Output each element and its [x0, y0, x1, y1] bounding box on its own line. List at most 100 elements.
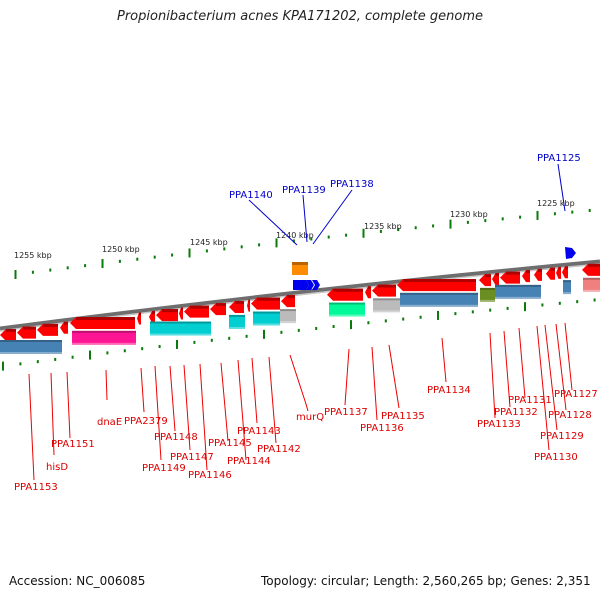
cog-box	[329, 302, 365, 317]
minor-tick	[558, 301, 561, 305]
major-tick	[275, 238, 278, 248]
major-tick	[89, 350, 91, 360]
map-title: Propionibacterium acnes KPA171202, compl…	[117, 9, 483, 24]
minor-tick	[454, 312, 457, 316]
gene-label-reverse[interactable]: PPA1147	[170, 452, 214, 463]
minor-tick	[292, 239, 295, 243]
gene-label-forward[interactable]: PPA1138	[330, 179, 374, 190]
cog-box	[229, 314, 245, 329]
gene-label-reverse[interactable]: PPA1134	[427, 385, 471, 396]
major-tick	[14, 269, 17, 279]
cog-box	[400, 292, 478, 307]
minor-tick	[489, 308, 492, 312]
minor-tick	[471, 310, 474, 314]
minor-tick	[432, 224, 435, 228]
gene-label-reverse[interactable]: PPA1128	[548, 410, 592, 421]
minor-tick	[118, 259, 121, 263]
major-tick	[449, 219, 452, 229]
gene-label-reverse[interactable]: PPA1131	[508, 395, 552, 406]
gene-label-reverse[interactable]: PPA1133	[477, 419, 521, 430]
major-tick	[437, 310, 439, 320]
gene-label-reverse[interactable]: PPA1153	[14, 482, 58, 493]
scale-label: 1240 kbp	[276, 231, 314, 240]
cog-orange	[292, 262, 308, 275]
minor-tick	[315, 326, 318, 330]
gene-label-reverse[interactable]: PPA1146	[188, 470, 232, 481]
reverse-genes	[0, 263, 600, 341]
minor-tick	[228, 336, 231, 340]
minor-tick	[193, 340, 196, 344]
gene-label-reverse[interactable]: PPA2379	[124, 416, 168, 427]
minor-tick	[258, 243, 261, 247]
gene-label-reverse[interactable]: PPA1151	[51, 439, 95, 450]
minor-tick	[54, 357, 57, 361]
minor-tick	[310, 237, 313, 241]
minor-tick	[501, 217, 504, 221]
gene-label-reverse[interactable]: murQ	[296, 412, 324, 423]
gene-label-forward[interactable]: PPA1125	[537, 153, 581, 164]
gene-label-forward[interactable]: PPA1139	[282, 185, 326, 196]
minor-tick	[414, 226, 417, 230]
major-tick	[536, 210, 539, 220]
cog-box	[563, 280, 571, 295]
gene-label-reverse[interactable]: PPA1148	[154, 432, 198, 443]
gene-label-reverse[interactable]: hisD	[46, 462, 68, 473]
minor-tick	[141, 347, 144, 351]
gene-label-reverse[interactable]: dnaE	[97, 417, 122, 428]
gene-label-reverse[interactable]: PPA1132	[494, 407, 538, 418]
topology-text: Topology: circular; Length: 2,560,265 bp…	[261, 574, 591, 588]
scale-label: 1225 kbp	[537, 199, 575, 208]
scale-ticks-bottom	[2, 298, 596, 371]
scale-label: 1245 kbp	[190, 238, 228, 247]
minor-tick	[123, 349, 126, 353]
gene-label-reverse[interactable]: PPA1143	[237, 426, 281, 437]
minor-tick	[106, 351, 109, 355]
minor-tick	[571, 210, 574, 214]
gene-label-reverse[interactable]: PPA1137	[324, 407, 368, 418]
minor-tick	[327, 235, 330, 239]
minor-tick	[345, 233, 348, 237]
minor-tick	[71, 355, 74, 359]
major-tick	[263, 329, 265, 339]
minor-tick	[553, 212, 556, 216]
gene-label-reverse[interactable]: PPA1142	[257, 444, 301, 455]
gene-label-reverse[interactable]: PPA1136	[360, 423, 404, 434]
gene-ppa1140[interactable]	[293, 280, 309, 290]
minor-tick	[158, 345, 161, 349]
gene-label-reverse[interactable]: PPA1149	[142, 463, 186, 474]
cog-box	[0, 339, 62, 354]
gene-ppa1125[interactable]	[565, 247, 576, 259]
cog-box	[280, 309, 296, 324]
cog-box	[150, 321, 211, 336]
minor-tick	[240, 245, 243, 249]
minor-tick	[36, 360, 39, 364]
minor-tick	[280, 330, 283, 334]
minor-tick	[153, 255, 156, 259]
minor-tick	[49, 268, 52, 272]
minor-tick	[297, 328, 300, 332]
scale-label: 1255 kbp	[14, 251, 52, 260]
gene-label-forward[interactable]: PPA1140	[229, 190, 273, 201]
minor-tick	[519, 215, 522, 219]
gene-label-reverse[interactable]: PPA1144	[227, 456, 271, 467]
minor-tick	[402, 317, 405, 321]
minor-tick	[31, 270, 34, 274]
cog-box	[495, 284, 541, 299]
cog-box	[72, 330, 136, 345]
cog-track	[0, 277, 600, 354]
major-tick	[524, 302, 526, 312]
minor-tick	[379, 229, 382, 233]
minor-tick	[466, 220, 469, 224]
scale-ticks-top	[14, 208, 591, 279]
scale-label: 1230 kbp	[450, 210, 488, 219]
gene-label-reverse[interactable]: PPA1127	[554, 389, 598, 400]
gene-label-reverse[interactable]: PPA1145	[208, 438, 252, 449]
minor-tick	[205, 249, 208, 253]
gene-label-reverse[interactable]: PPA1135	[381, 411, 425, 422]
gene-label-reverse[interactable]: PPA1129	[540, 431, 584, 442]
gene-label-reverse[interactable]: PPA1130	[534, 452, 578, 463]
major-tick	[176, 339, 178, 349]
major-tick	[362, 228, 365, 238]
gene-ppa1139[interactable]	[306, 280, 314, 290]
gene-ppa1138[interactable]	[312, 280, 320, 290]
